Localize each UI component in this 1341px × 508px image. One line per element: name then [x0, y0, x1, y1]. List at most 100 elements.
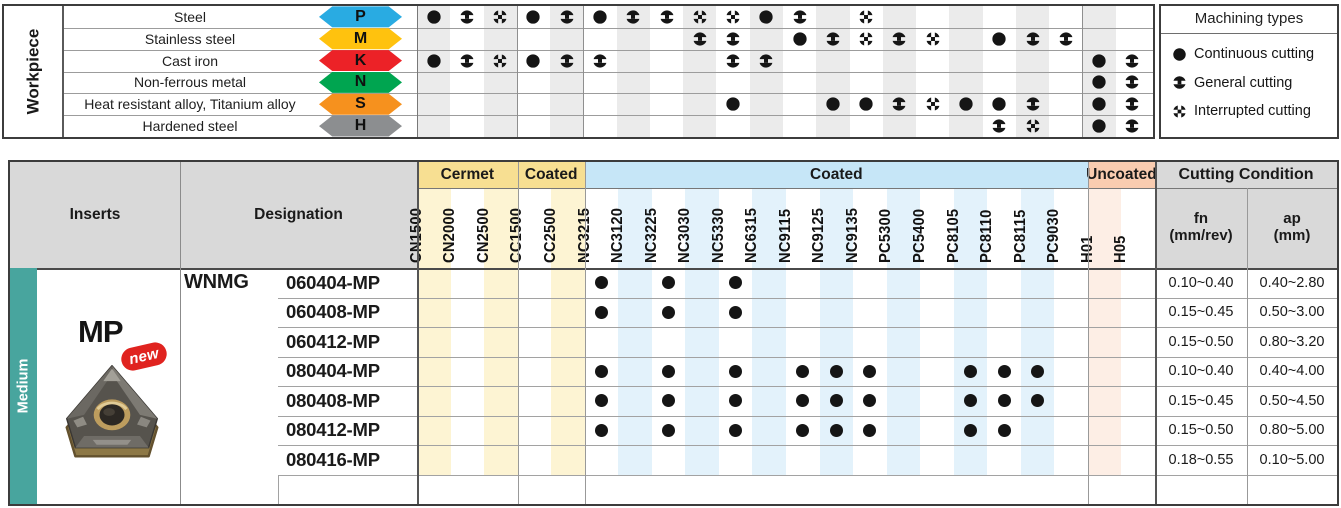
designation-code: 060404-MP [286, 271, 380, 293]
row-divider [278, 474, 1337, 476]
continuous-cutting-mark [1091, 118, 1107, 134]
row-divider [278, 327, 1337, 328]
grade-available-dot [997, 364, 1011, 378]
general-cutting-mark [825, 31, 841, 47]
ap-value: 0.40~4.00 [1259, 363, 1325, 380]
grade-name-label: CN2500 [474, 207, 492, 263]
continuous-cutting-mark [758, 9, 774, 25]
grade-available-dot [662, 305, 676, 319]
grade-column-stripe [819, 188, 854, 268]
column-divider [180, 162, 181, 504]
grade-column-stripe [551, 188, 585, 268]
material-name: Cast iron [161, 52, 219, 69]
grade-name-label: PC5400 [910, 208, 928, 263]
grade-column-stripe [886, 188, 921, 268]
iso-letter: K [354, 51, 367, 69]
cutting-condition-group-header: Cutting Condition [1155, 162, 1337, 188]
ap-value: 0.50~4.50 [1259, 392, 1325, 409]
material-name: Non-ferrous metal [133, 74, 247, 91]
row-divider [278, 445, 1337, 446]
fn-value: 0.10~0.40 [1168, 363, 1234, 380]
general-cutting-mark [692, 31, 708, 47]
grade-column-stripe [1087, 268, 1122, 475]
grade-available-dot [863, 423, 877, 437]
interrupted-cutting-mark [925, 96, 941, 112]
interrupted-cutting-mark [925, 31, 941, 47]
legend-item-continuous: Continuous cutting [1172, 44, 1314, 64]
inserts-grades-table: Inserts Designation Cermet Coated Coated Un… [8, 160, 1339, 506]
designation-code: 060408-MP [286, 301, 380, 323]
interrupted-cutting-mark [858, 9, 874, 25]
continuous-cutting-mark [525, 53, 541, 69]
interrupted-cutting-mark [492, 9, 508, 25]
column-divider [583, 6, 585, 137]
row-divider [62, 115, 1153, 117]
grade-available-dot [964, 423, 977, 437]
grade-available-dot [662, 394, 676, 408]
header-divider [417, 188, 1337, 189]
continuous-cutting-mark [792, 31, 808, 47]
general-cutting-mark [592, 53, 608, 69]
grade-available-dot [729, 305, 743, 319]
grade-column-stripe [417, 268, 451, 475]
interrupted-cutting-icon [1172, 104, 1187, 119]
designation-code: 080412-MP [286, 419, 380, 441]
workpiece-header-label: Workpiece [23, 28, 43, 115]
row-divider [278, 297, 1337, 299]
general-cutting-mark [659, 9, 675, 25]
cutting-condition-subheader-line: (mm) [1273, 227, 1311, 244]
grade-name-label: NC5330 [709, 207, 727, 263]
continuous-cutting-mark [592, 9, 608, 25]
cutting-condition-subheader-line: (mm/rev) [1169, 227, 1233, 244]
grade-name-label: NC6315 [743, 207, 761, 263]
iso-letter-hexagon: S [319, 93, 402, 115]
interrupted-cutting-mark [692, 9, 708, 25]
column-divider [517, 162, 519, 504]
ap-value: 0.80~5.00 [1259, 422, 1325, 439]
fn-value: 0.15~0.45 [1168, 304, 1234, 321]
general-cutting-mark [792, 9, 808, 25]
grade-column-stripe [618, 268, 652, 475]
general-cutting-mark [1025, 31, 1041, 47]
grade-column-stripe [551, 268, 585, 475]
general-cutting-mark [1124, 53, 1140, 69]
general-cutting-mark [559, 53, 575, 69]
grade-available-dot [997, 423, 1011, 437]
grade-column-stripe [752, 188, 786, 268]
column-divider [516, 6, 518, 137]
grade-name-label: PC5300 [877, 208, 895, 263]
fn-value: 0.15~0.50 [1168, 333, 1234, 350]
continuous-cutting-mark [858, 96, 874, 112]
grade-available-dot [1031, 394, 1045, 408]
cutting-condition-subheader: ap (mm) [1247, 188, 1337, 268]
column-divider [1247, 188, 1248, 504]
grade-name-label: PC9030 [1045, 208, 1063, 263]
grade-name-label: PC8110 [978, 209, 996, 263]
grade-name-label: NC3030 [676, 207, 694, 263]
grade-group-header: Coated [584, 162, 1088, 188]
fn-value: 0.15~0.50 [1168, 422, 1234, 439]
continuous-cutting-mark [426, 9, 442, 25]
grade-available-dot [863, 394, 877, 408]
grade-available-dot [595, 423, 608, 437]
legend-item-label: Continuous cutting [1194, 46, 1315, 62]
designation-code: 060412-MP [286, 330, 380, 352]
grade-column-stripe [1087, 188, 1122, 268]
ap-value: 0.50~3.00 [1259, 304, 1325, 321]
grade-column-stripe [685, 268, 719, 475]
grade-column-stripe [417, 188, 451, 268]
interrupted-cutting-mark [725, 9, 741, 25]
inserts-column-header: Inserts [10, 162, 180, 268]
ap-value: 0.40~2.80 [1259, 274, 1325, 291]
grade-available-dot [729, 394, 743, 408]
header-bottom-border [10, 268, 1337, 270]
row-divider [62, 27, 1153, 29]
continuous-cutting-mark [991, 31, 1007, 47]
ap-value: 0.10~5.00 [1259, 451, 1325, 468]
general-cutting-mark [891, 96, 907, 112]
grade-column-stripe [484, 268, 518, 475]
cutting-condition-subheader: fn (mm/rev) [1155, 188, 1247, 268]
grade-name-label: PC8105 [944, 208, 962, 263]
interrupted-cutting-mark [1025, 118, 1041, 134]
legend-title: Machining types [1194, 10, 1304, 28]
